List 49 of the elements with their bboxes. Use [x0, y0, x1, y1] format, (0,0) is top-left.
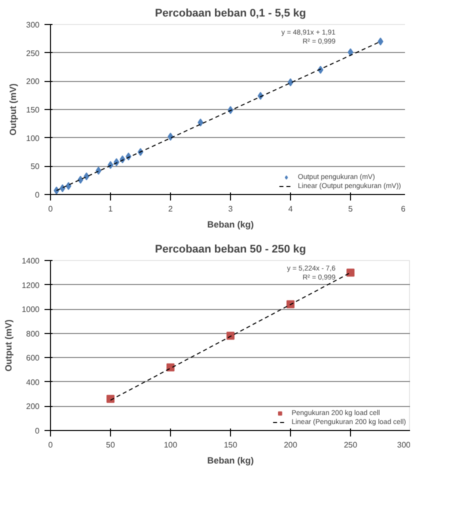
x-tick-label: 100 — [164, 440, 178, 450]
point — [288, 78, 294, 86]
y-tick-label: 1200 — [22, 280, 40, 290]
y-axis-title: Output (mV) — [8, 83, 18, 136]
point — [346, 268, 354, 277]
x-tick-label: 0 — [48, 204, 54, 214]
chart-title: Percobaan beban 0,1 - 5,5 kg — [155, 8, 306, 20]
point — [60, 184, 66, 192]
chart-title: Percobaan beban 50 - 250 kg — [154, 244, 306, 256]
point — [226, 332, 234, 340]
x-tick-label: 250 — [344, 440, 358, 450]
y-tick-label: 400 — [26, 378, 40, 387]
y-tick-label: 0 — [35, 190, 40, 200]
y-tick-label: 50 — [30, 162, 40, 172]
x-axis-title: Beban (kg) — [207, 220, 254, 230]
y-tick-label: 100 — [26, 134, 40, 143]
y-tick-label: 1400 — [22, 256, 40, 266]
x-tick-label: 150 — [224, 440, 238, 450]
x-tick-label: 3 — [228, 204, 234, 214]
x-tick-label: 6 — [401, 204, 406, 214]
y-tick-label: 600 — [26, 354, 40, 363]
point — [78, 176, 84, 184]
y-tick-label: 250 — [26, 48, 40, 58]
point — [198, 118, 204, 127]
x-tick-label: 0 — [48, 440, 54, 450]
y-tick-label: 800 — [26, 329, 40, 338]
x-tick-label: 1 — [108, 204, 114, 214]
x-tick-label: 2 — [168, 204, 174, 214]
y-tick-label: 0 — [35, 426, 40, 436]
y-tick-label: 200 — [26, 77, 40, 86]
y-tick-label: 300 — [26, 20, 40, 30]
point — [378, 38, 384, 46]
x-tick-label: 4 — [288, 204, 294, 214]
x-axis-title: Beban (kg) — [207, 456, 254, 466]
x-tick-label: 300 — [397, 440, 412, 450]
x-tick-label: 5 — [348, 204, 354, 214]
point — [66, 182, 72, 190]
y-tick-label: 1000 — [22, 305, 40, 314]
x-tick-label: 50 — [106, 440, 116, 450]
point — [84, 172, 90, 180]
point — [286, 300, 294, 308]
point — [348, 48, 354, 56]
point — [166, 363, 174, 372]
point — [96, 166, 102, 175]
y-axis-title: Output (mV) — [4, 319, 14, 372]
y-tick-label: 200 — [26, 402, 40, 412]
y-tick-label: 150 — [26, 106, 40, 114]
x-tick-label: 200 — [284, 440, 298, 450]
point — [106, 394, 114, 403]
